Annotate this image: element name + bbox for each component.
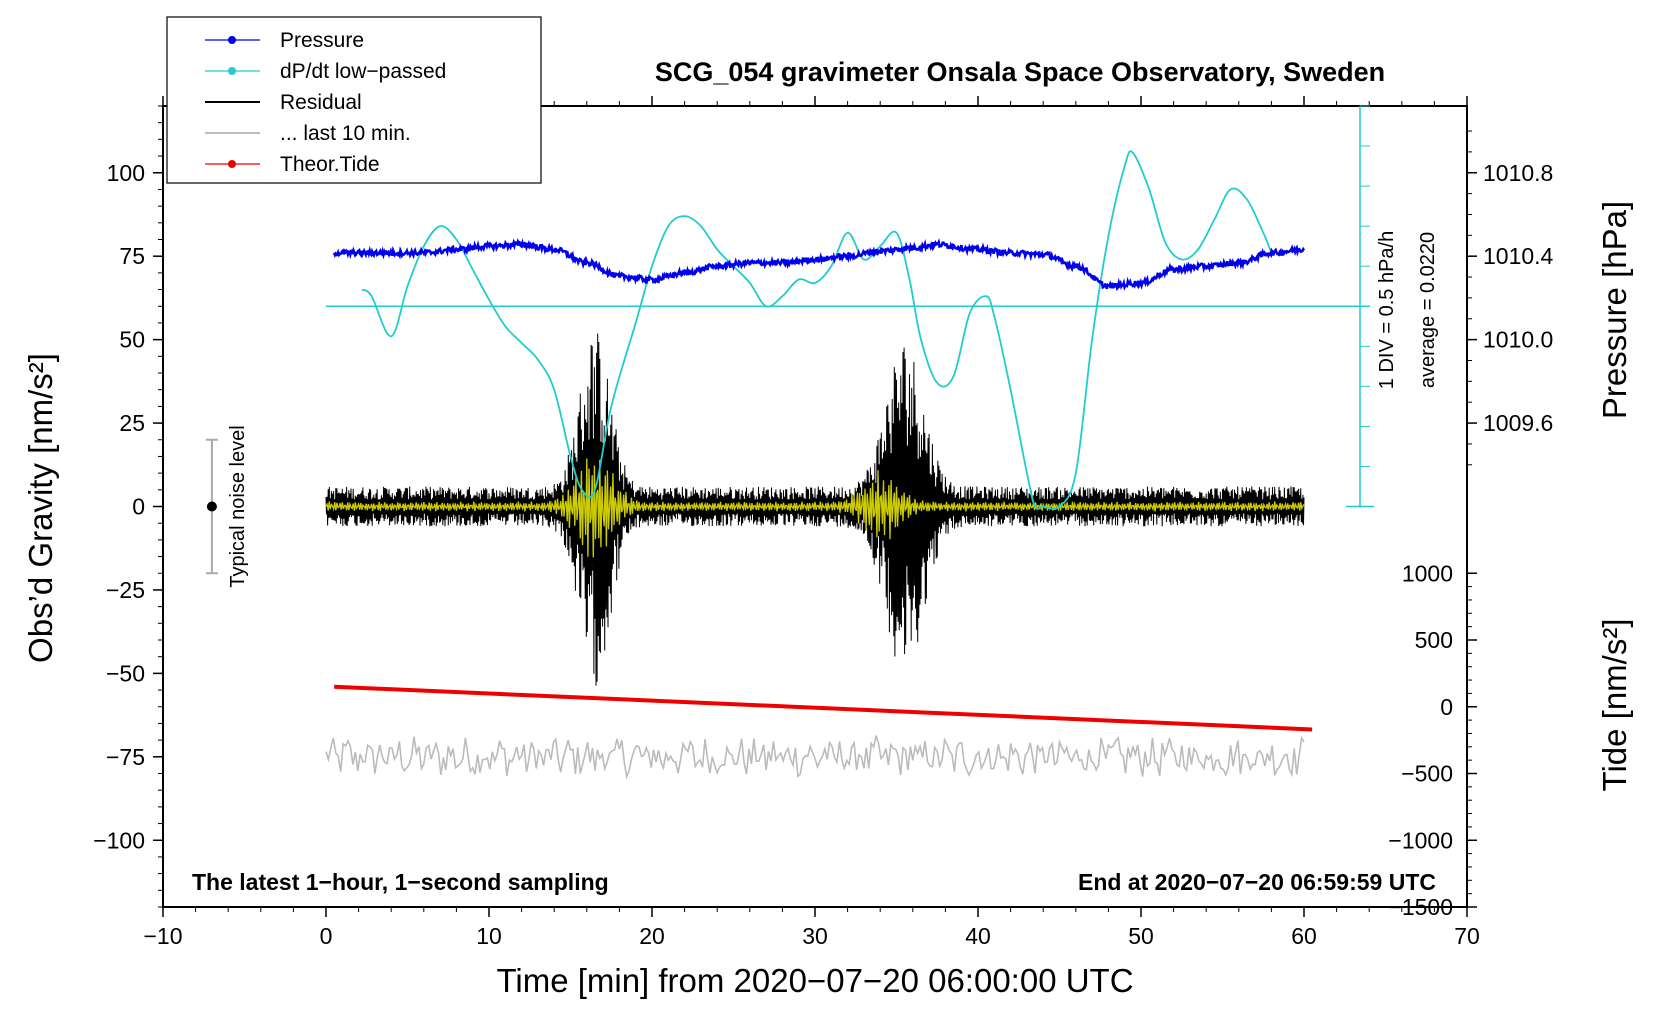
dpdt-div-label: 1 DIV = 0.5 hPa/h	[1376, 231, 1398, 389]
dpdt-line	[361, 150, 1273, 510]
pressure-tick-label: 1009.6	[1483, 410, 1553, 436]
y-tick-label: −50	[106, 660, 145, 686]
sampling-note: The latest 1−hour, 1−second sampling	[192, 869, 609, 895]
tide-tick-label: −1000	[1388, 827, 1453, 853]
x-tick-label: 50	[1128, 923, 1154, 949]
tide-tick-labels: 1000 500 0 −500 −1000 −1500	[1388, 560, 1453, 920]
y-tick-label: 0	[132, 494, 145, 520]
tide-tick-label: −500	[1401, 761, 1453, 787]
noise-bar	[205, 438, 218, 575]
y-tick-label: −75	[106, 744, 145, 770]
dpdt-average-label: average = 0.0220	[1417, 232, 1439, 388]
tide-axis-title: Tide [nm/s²]	[1596, 619, 1633, 792]
y-tick-label: −25	[106, 577, 145, 603]
y-tick-labels: 100 75 50 25 0 −25 −50 −75 −100	[93, 160, 145, 854]
chart-title: SCG_054 gravimeter Onsala Space Observat…	[655, 57, 1385, 87]
dpdt-scale	[326, 105, 1374, 508]
noise-label: Typical noise level	[227, 425, 249, 587]
x-tick-label: 70	[1454, 923, 1480, 949]
series-layer	[325, 150, 1313, 780]
legend-label: dP/dt low−passed	[280, 60, 446, 83]
legend: Pressure dP/dt low−passed Residual ... last…	[166, 16, 542, 184]
end-time-note: End at 2020−07−20 06:59:59 UTC	[1078, 869, 1436, 895]
pressure-tick-label: 1010.4	[1483, 243, 1554, 269]
legend-swatch-marker	[228, 67, 236, 75]
x-tick-labels: −10 0 10 20 30 40 50 60 70	[143, 923, 1479, 949]
x-tick-label: −10	[143, 923, 182, 949]
legend-label: ... last 10 min.	[280, 122, 411, 145]
theoretical-tide-line	[334, 684, 1313, 732]
tide-tick-label: −1500	[1388, 894, 1453, 920]
tide-tick-label: 1000	[1402, 560, 1453, 586]
y-tick-label: 75	[119, 243, 145, 269]
legend-label: Theor.Tide	[280, 153, 380, 176]
y-tick-label: −100	[93, 827, 145, 853]
x-tick-label: 40	[965, 923, 991, 949]
x-axis-title: Time [min] from 2020−07−20 06:00:00 UTC	[496, 962, 1133, 999]
x-tick-label: 0	[320, 923, 333, 949]
y-tick-label: 50	[119, 327, 145, 353]
pressure-tick-label: 1010.0	[1483, 327, 1553, 353]
pressure-line	[332, 237, 1306, 292]
y-tick-label: 25	[119, 410, 145, 436]
x-tick-label: 10	[476, 923, 502, 949]
tide-tick-label: 0	[1440, 694, 1453, 720]
legend-label: Residual	[280, 91, 362, 114]
legend-label: Pressure	[280, 29, 364, 52]
last-10-min-line	[325, 735, 1305, 780]
legend-swatch-marker	[228, 160, 236, 168]
y-tick-label: 100	[107, 160, 145, 186]
x-tick-label: 20	[639, 923, 665, 949]
y-axis-title: Obs’d Gravity [nm/s²]	[22, 353, 59, 663]
pressure-tick-labels: 1010.8 1010.4 1010.0 1009.6	[1483, 160, 1554, 436]
legend-box	[166, 16, 542, 184]
pressure-axis-title: Pressure [hPa]	[1596, 201, 1633, 419]
tide-tick-label: 500	[1415, 627, 1453, 653]
pressure-tick-label: 1010.8	[1483, 160, 1553, 186]
low-passed-residual-line	[325, 458, 1305, 558]
residual-line	[325, 333, 1305, 686]
legend-swatch-marker	[228, 36, 236, 44]
x-tick-label: 30	[802, 923, 828, 949]
noise-bar-point	[206, 501, 217, 512]
x-tick-label: 60	[1291, 923, 1317, 949]
